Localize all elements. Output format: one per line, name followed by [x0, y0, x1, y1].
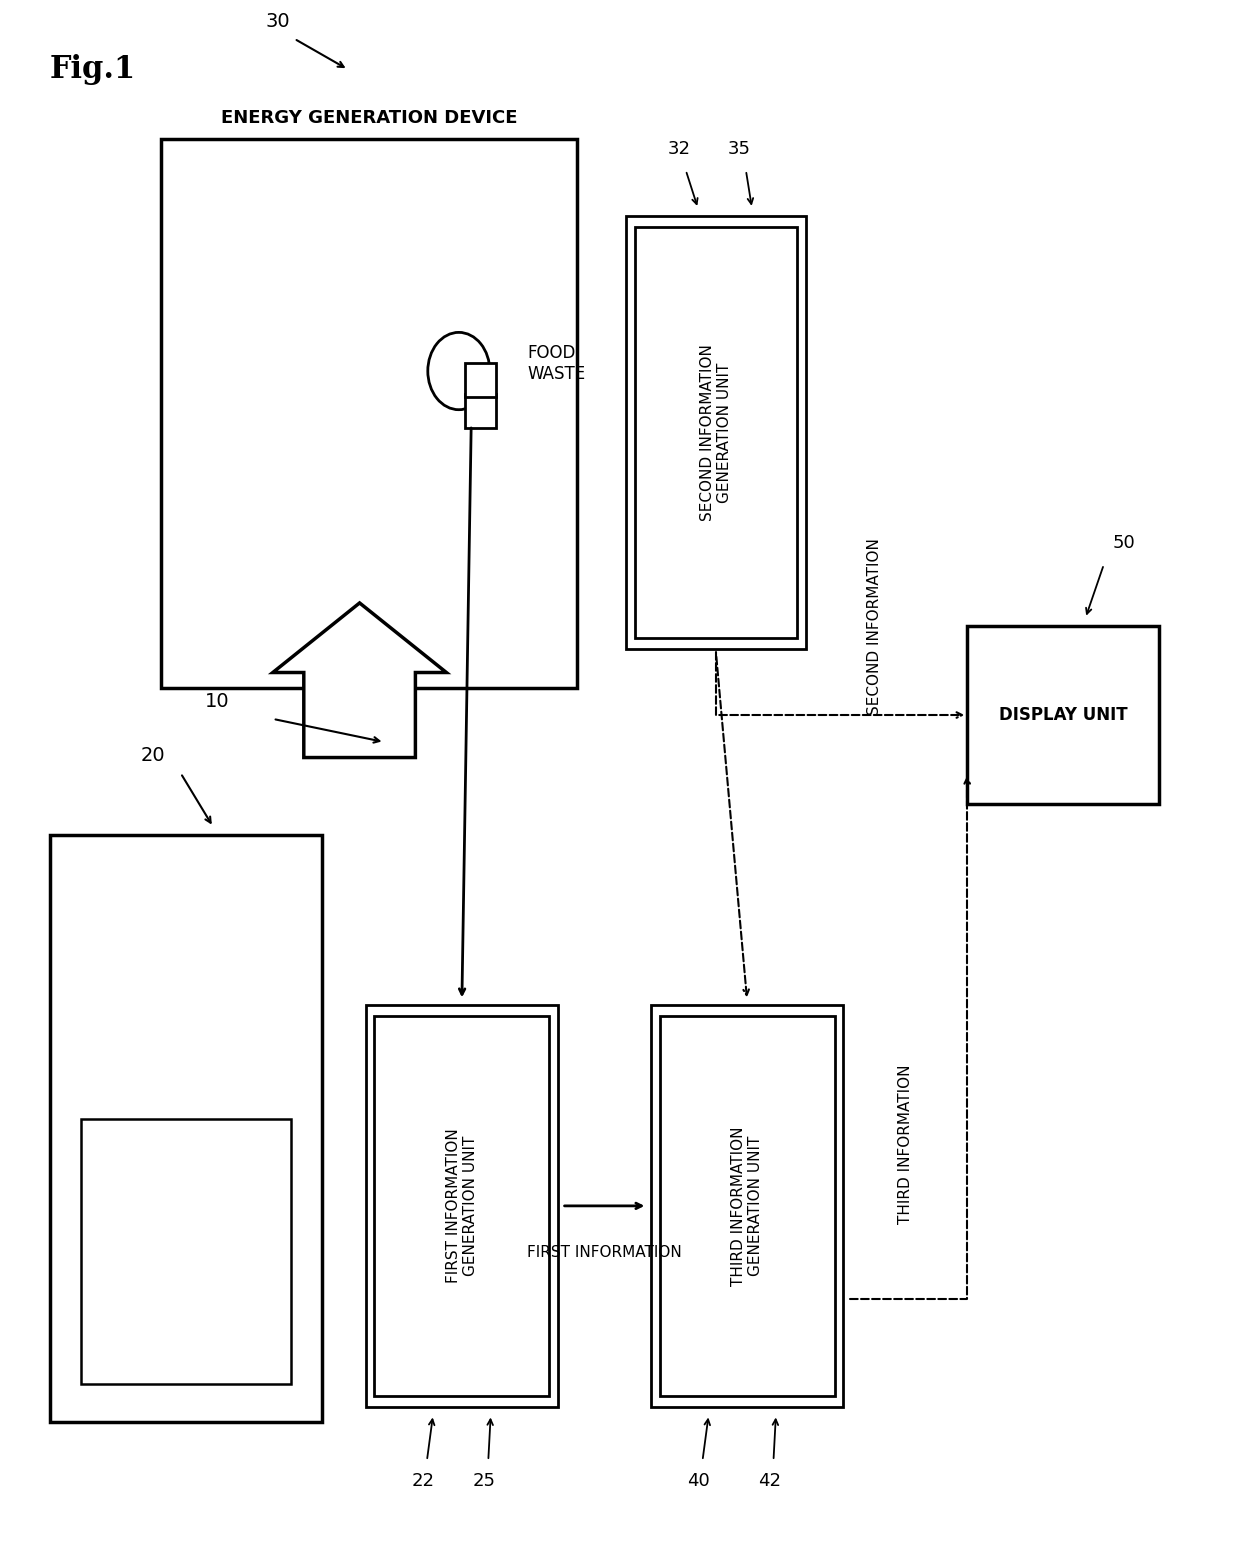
Bar — [161, 139, 577, 688]
Bar — [50, 835, 322, 1422]
Bar — [651, 1005, 843, 1407]
Bar — [81, 1119, 291, 1384]
Bar — [465, 394, 496, 428]
Text: DISPLAY UNIT: DISPLAY UNIT — [999, 707, 1127, 724]
Text: 35: 35 — [728, 139, 751, 158]
Polygon shape — [273, 603, 446, 758]
Bar — [366, 1005, 558, 1407]
Text: 22: 22 — [412, 1472, 435, 1490]
Text: 42: 42 — [758, 1472, 781, 1490]
Text: SECOND INFORMATION
GENERATION UNIT: SECOND INFORMATION GENERATION UNIT — [699, 345, 733, 521]
Text: FIRST INFORMATION: FIRST INFORMATION — [527, 1245, 682, 1260]
Bar — [967, 626, 1159, 804]
Bar — [660, 1016, 835, 1396]
Bar — [635, 227, 797, 638]
Text: Fig.1: Fig.1 — [50, 54, 135, 85]
Bar — [374, 1016, 549, 1396]
Text: THIRD INFORMATION: THIRD INFORMATION — [898, 1064, 913, 1224]
Text: THIRD INFORMATION
GENERATION UNIT: THIRD INFORMATION GENERATION UNIT — [730, 1125, 764, 1286]
Bar — [465, 363, 496, 397]
Text: 10: 10 — [205, 693, 229, 711]
Text: SECOND INFORMATION: SECOND INFORMATION — [867, 538, 882, 714]
Text: 40: 40 — [687, 1472, 711, 1490]
Text: 30: 30 — [265, 12, 290, 31]
Text: FIRST INFORMATION
GENERATION UNIT: FIRST INFORMATION GENERATION UNIT — [445, 1129, 479, 1283]
Bar — [626, 216, 806, 649]
Text: 20: 20 — [141, 747, 166, 765]
Text: 25: 25 — [472, 1472, 496, 1490]
Text: FOOD
WASTE: FOOD WASTE — [527, 343, 585, 383]
Text: 50: 50 — [1112, 533, 1136, 552]
Text: 32: 32 — [668, 139, 691, 158]
Text: ENERGY GENERATION DEVICE: ENERGY GENERATION DEVICE — [221, 108, 517, 127]
